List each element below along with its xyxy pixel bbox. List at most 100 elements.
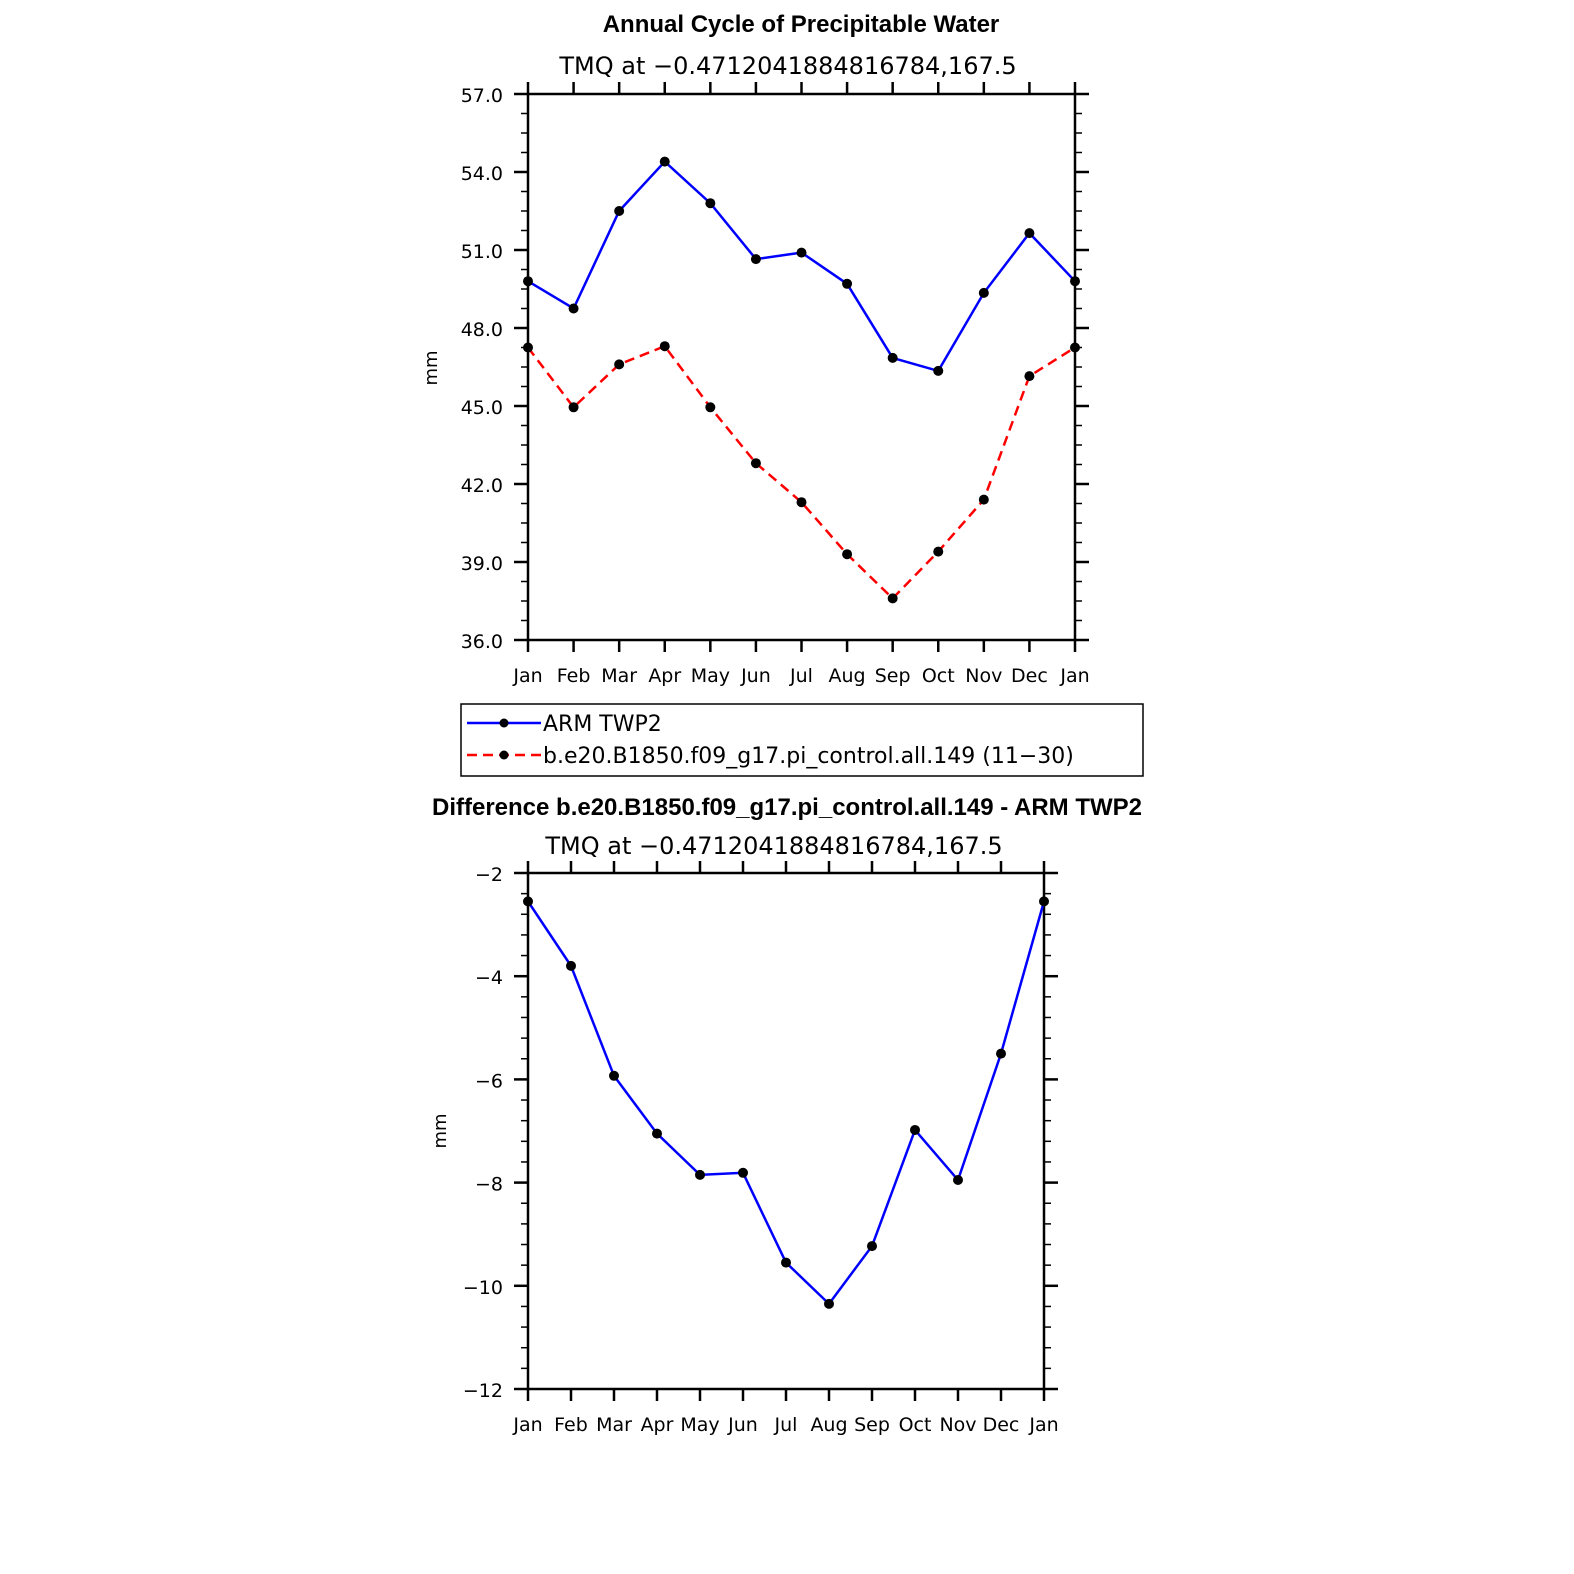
legend: ARM TWP2 b.e20.B1850.f09_g17.pi_control.… <box>460 703 1144 777</box>
data-point-b-e20-b1850-f09-g17-pi-control-all-149-11-30 <box>659 341 670 352</box>
x-tick-label: Jul <box>789 665 813 687</box>
legend-marker-model <box>499 750 509 760</box>
data-point-difference <box>695 1169 705 1180</box>
data-point-difference <box>738 1167 748 1178</box>
x-tick-label: Jan <box>512 1414 542 1436</box>
x-tick-label: May <box>691 665 730 687</box>
x-tick-label: May <box>680 1414 719 1436</box>
series-line-b-e20-b1850-f09-g17-pi-control-all-149-11-30 <box>527 344 1076 601</box>
legend-marker-arm-twp2 <box>499 718 509 728</box>
data-point-arm-twp2 <box>659 156 670 167</box>
y-tick-label: −10 <box>463 1277 503 1299</box>
data-point-arm-twp2 <box>796 247 807 258</box>
plot-axes: −12 −10 −8 −6 −4 −2 Jan Feb Mar Apr May Jun Jul Aug Se… <box>463 861 1059 1436</box>
data-point-arm-twp2 <box>1024 228 1035 239</box>
y-tick-label: −8 <box>475 1174 503 1196</box>
y-tick-label: 48.0 <box>461 319 503 341</box>
series-line-arm-twp2 <box>527 159 1076 373</box>
data-point-difference <box>867 1241 877 1252</box>
chart-subtitle: TMQ at −0.4712041884816784,167.5 <box>544 832 1002 860</box>
data-point-arm-twp2 <box>568 303 579 314</box>
plot-series <box>523 896 1049 1309</box>
legend-entry-model: b.e20.B1850.f09_g17.pi_control.all.149 (… <box>467 744 1074 769</box>
data-point-difference <box>953 1175 963 1186</box>
data-point-b-e20-b1850-f09-g17-pi-control-all-149-11-30 <box>887 593 898 604</box>
data-point-difference <box>1039 896 1049 907</box>
data-point-b-e20-b1850-f09-g17-pi-control-all-149-11-30 <box>705 402 716 413</box>
x-tick-label: Mar <box>601 665 637 687</box>
x-tick-label: Jan <box>1028 1414 1058 1436</box>
data-point-arm-twp2 <box>842 278 853 289</box>
x-tick-label: Dec <box>1011 665 1048 687</box>
series-line-difference <box>526 900 1046 1306</box>
data-point-b-e20-b1850-f09-g17-pi-control-all-149-11-30 <box>614 359 625 370</box>
y-tick-label: −6 <box>475 1070 503 1092</box>
y-tick-label: 54.0 <box>461 163 503 185</box>
y-tick-label: −4 <box>475 967 503 989</box>
data-point-b-e20-b1850-f09-g17-pi-control-all-149-11-30 <box>842 549 853 560</box>
x-tick-label: Sep <box>875 665 911 687</box>
y-tick-label: 51.0 <box>461 241 503 263</box>
y-tick-label: 36.0 <box>461 631 503 653</box>
data-point-difference <box>523 896 533 907</box>
data-point-arm-twp2 <box>614 206 625 216</box>
x-tick-label: Feb <box>557 665 591 687</box>
data-point-arm-twp2 <box>523 276 533 287</box>
x-tick-label: Dec <box>983 1414 1020 1436</box>
x-tick-label: Oct <box>922 665 955 687</box>
plot-series <box>523 156 1080 604</box>
data-point-b-e20-b1850-f09-g17-pi-control-all-149-11-30 <box>933 546 944 557</box>
x-tick-label: Apr <box>641 1414 674 1436</box>
data-point-b-e20-b1850-f09-g17-pi-control-all-149-11-30 <box>796 497 807 508</box>
data-point-arm-twp2 <box>750 254 761 265</box>
data-point-difference <box>781 1257 791 1268</box>
x-tick-label: Jan <box>1059 665 1089 687</box>
data-point-difference <box>566 960 576 971</box>
y-tick-label: 42.0 <box>461 475 503 497</box>
difference-chart: Difference b.e20.B1850.f09_g17.pi_contro… <box>430 794 1142 1436</box>
plot-frame <box>526 871 1046 1391</box>
data-point-difference <box>824 1298 834 1309</box>
x-tick-label: Apr <box>648 665 681 687</box>
y-axis-label: mm <box>430 1113 451 1148</box>
annual-cycle-chart: Annual Cycle of Precipitable Water TMQ a… <box>421 11 1090 687</box>
x-tick-label: Feb <box>554 1414 588 1436</box>
x-tick-label: Aug <box>829 665 866 687</box>
data-point-b-e20-b1850-f09-g17-pi-control-all-149-11-30 <box>1070 342 1080 353</box>
y-tick-label: 39.0 <box>461 553 503 575</box>
data-point-arm-twp2 <box>978 287 989 298</box>
y-tick-label: 57.0 <box>461 85 503 107</box>
data-point-difference <box>996 1048 1006 1059</box>
x-tick-label: Oct <box>899 1414 932 1436</box>
chart-subtitle: TMQ at −0.4712041884816784,167.5 <box>558 52 1016 80</box>
data-point-arm-twp2 <box>705 198 716 209</box>
y-tick-label: 45.0 <box>461 397 503 419</box>
x-tick-label: Jan <box>512 665 542 687</box>
chart-title: Annual Cycle of Precipitable Water <box>603 11 1000 38</box>
data-point-difference <box>652 1128 662 1139</box>
x-tick-label: Jun <box>740 665 771 687</box>
chart-title: Difference b.e20.B1850.f09_g17.pi_contro… <box>432 794 1142 821</box>
data-point-difference <box>609 1070 619 1081</box>
legend-label-model: b.e20.B1850.f09_g17.pi_control.all.149 (… <box>543 744 1074 769</box>
x-tick-label: Mar <box>596 1414 632 1436</box>
legend-box <box>460 703 1144 777</box>
data-point-b-e20-b1850-f09-g17-pi-control-all-149-11-30 <box>1024 371 1035 382</box>
x-tick-label: Nov <box>965 665 1002 687</box>
x-tick-label: Jul <box>774 1414 798 1436</box>
data-point-arm-twp2 <box>933 365 944 376</box>
x-tick-label: Nov <box>939 1414 976 1436</box>
y-tick-label: −12 <box>463 1380 503 1402</box>
data-point-b-e20-b1850-f09-g17-pi-control-all-149-11-30 <box>523 342 533 353</box>
plot-frame <box>526 92 1077 642</box>
plot-axes: 36.0 39.0 42.0 45.0 48.0 51.0 54.0 57.0 Jan Feb Ma… <box>461 82 1090 687</box>
x-tick-label: Sep <box>854 1414 890 1436</box>
legend-entry-arm-twp2: ARM TWP2 <box>467 712 662 737</box>
y-axis-label: mm <box>421 350 442 385</box>
data-point-b-e20-b1850-f09-g17-pi-control-all-149-11-30 <box>568 402 579 413</box>
data-point-arm-twp2 <box>887 352 898 363</box>
x-tick-label: Jun <box>727 1414 758 1436</box>
y-tick-label: −2 <box>475 864 503 886</box>
data-point-difference <box>910 1124 920 1135</box>
